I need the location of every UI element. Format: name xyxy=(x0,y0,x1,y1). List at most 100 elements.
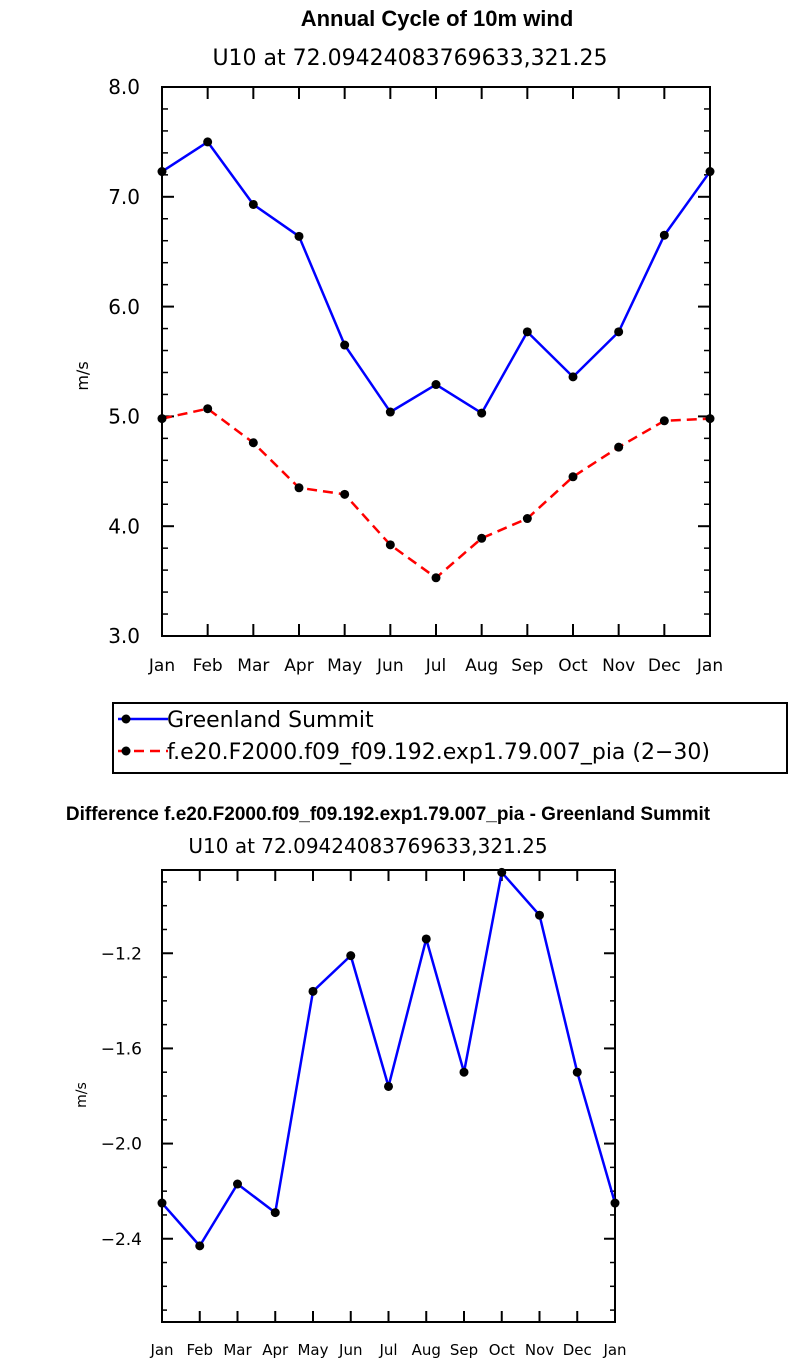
series-1-point xyxy=(568,472,578,482)
x-tick-label: Sep xyxy=(450,1341,478,1359)
series-0-point xyxy=(431,380,441,390)
series-1-point xyxy=(431,573,441,583)
x-tick-label: Jan xyxy=(148,656,175,676)
chart2-y-tick-labels: −2.4 −2.0 −1.6 −1.2 xyxy=(101,944,142,1249)
y-tick-label: 7.0 xyxy=(108,185,140,209)
series-0-point xyxy=(340,340,350,350)
series-1-point xyxy=(614,442,624,452)
series-0-point xyxy=(157,1198,167,1208)
chart1-x-tick-labels: Jan Feb Mar Apr May Jun Jul Aug Sep Oct Nov Dec Jan xyxy=(148,656,723,676)
chart1-ticks xyxy=(161,86,711,637)
y-tick-label: −1.2 xyxy=(101,944,142,964)
legend-marker-greenland xyxy=(121,714,131,724)
y-tick-label: 4.0 xyxy=(108,514,140,538)
x-tick-label: Nov xyxy=(602,656,635,676)
chart2-plot-frame xyxy=(161,869,616,1323)
x-tick-label: Aug xyxy=(465,656,498,676)
x-tick-label: Jan xyxy=(696,656,723,676)
x-tick-label: Jan xyxy=(149,1341,173,1359)
x-tick-label: Jun xyxy=(338,1341,362,1359)
series-1-point xyxy=(659,416,669,426)
series-0-point xyxy=(385,407,395,417)
series-line-1 xyxy=(161,407,711,580)
series-0-point xyxy=(497,867,507,877)
series-0-point xyxy=(421,934,431,944)
series-0-point xyxy=(610,1198,620,1208)
legend-label-model: f.e20.F2000.f09_f09.192.exp1.79.007_pia … xyxy=(167,740,710,765)
legend-label-greenland: Greenland Summit xyxy=(167,708,374,733)
y-tick-label: −1.6 xyxy=(101,1040,142,1060)
series-0-point xyxy=(572,1067,582,1077)
series-0-point xyxy=(659,230,669,240)
x-tick-label: Feb xyxy=(186,1341,213,1359)
series-1-point xyxy=(477,533,487,543)
series-0-point xyxy=(270,1208,280,1218)
y-tick-label: −2.0 xyxy=(101,1135,142,1155)
series-0-point xyxy=(705,167,715,177)
series-0-point xyxy=(157,167,167,177)
series-0-point xyxy=(308,986,318,996)
series-1-point xyxy=(522,514,532,524)
series-1-point xyxy=(248,438,258,448)
series-0-point xyxy=(459,1067,469,1077)
series-1-point xyxy=(203,404,213,414)
series-1-point xyxy=(385,540,395,550)
y-tick-label: 3.0 xyxy=(108,624,140,648)
series-0-point xyxy=(384,1081,393,1091)
series-1-point xyxy=(294,483,304,493)
series-1-point xyxy=(705,414,715,424)
series-0-point xyxy=(614,327,624,337)
chart2-title: Difference f.e20.F2000.f09_f09.192.exp1.… xyxy=(66,804,711,825)
x-tick-label: Dec xyxy=(563,1341,592,1359)
chart1-series xyxy=(157,137,715,583)
x-tick-label: Jul xyxy=(378,1341,397,1359)
y-tick-label: −2.4 xyxy=(101,1230,142,1250)
chart2-ticks xyxy=(161,870,616,1322)
x-tick-label: Oct xyxy=(558,656,588,676)
chart2-ylabel: m/s xyxy=(74,1082,90,1108)
x-tick-label: Oct xyxy=(489,1341,515,1359)
series-0-point xyxy=(195,1241,205,1251)
x-tick-label: Mar xyxy=(223,1341,252,1359)
series-0-point xyxy=(294,231,304,241)
x-tick-label: Mar xyxy=(237,656,269,676)
x-tick-label: Jul xyxy=(425,656,447,676)
series-0-point xyxy=(477,408,487,418)
chart1-plot-frame xyxy=(161,86,711,637)
series-1-point xyxy=(157,414,167,424)
chart2-subtitle: U10 at 72.09424083769633,321.25 xyxy=(188,834,547,858)
legend-box xyxy=(112,702,788,774)
chart1-title: Annual Cycle of 10m wind xyxy=(301,6,574,31)
x-tick-label: Apr xyxy=(262,1341,289,1359)
x-tick-label: Apr xyxy=(284,656,313,676)
x-tick-label: Feb xyxy=(193,656,223,676)
x-tick-label: Jan xyxy=(602,1341,626,1359)
series-0-point xyxy=(535,910,544,920)
x-tick-label: Sep xyxy=(511,656,543,676)
x-tick-label: May xyxy=(327,656,362,676)
legend-marker-model xyxy=(121,746,131,756)
annual-cycle-chart: Annual Cycle of 10m wind U10 at 72.09424… xyxy=(73,6,723,676)
series-0-point xyxy=(522,327,532,337)
x-tick-label: Aug xyxy=(412,1341,441,1359)
chart2-x-tick-labels: Jan Feb Mar Apr May Jun Jul Aug Sep Oct Nov Dec Jan xyxy=(149,1341,626,1359)
chart1-y-tick-labels: 3.0 4.0 5.0 6.0 7.0 8.0 xyxy=(108,75,140,648)
series-0-point xyxy=(248,199,258,209)
series-0-point xyxy=(568,372,578,382)
x-tick-label: Dec xyxy=(648,656,681,676)
x-tick-label: Nov xyxy=(525,1341,554,1359)
chart2-series xyxy=(157,867,620,1251)
series-0-point xyxy=(203,137,213,147)
chart1-subtitle: U10 at 72.09424083769633,321.25 xyxy=(212,46,607,71)
x-tick-label: Jun xyxy=(376,656,404,676)
series-line-0 xyxy=(161,140,712,415)
y-tick-label: 5.0 xyxy=(108,405,140,429)
difference-chart: Difference f.e20.F2000.f09_f09.192.exp1.… xyxy=(66,804,711,1359)
series-1-point xyxy=(340,489,350,499)
y-tick-label: 6.0 xyxy=(108,295,140,319)
series-line-0 xyxy=(161,871,617,1248)
chart1-ylabel: m/s xyxy=(73,361,92,390)
y-tick-label: 8.0 xyxy=(108,75,140,99)
series-0-point xyxy=(346,951,356,961)
